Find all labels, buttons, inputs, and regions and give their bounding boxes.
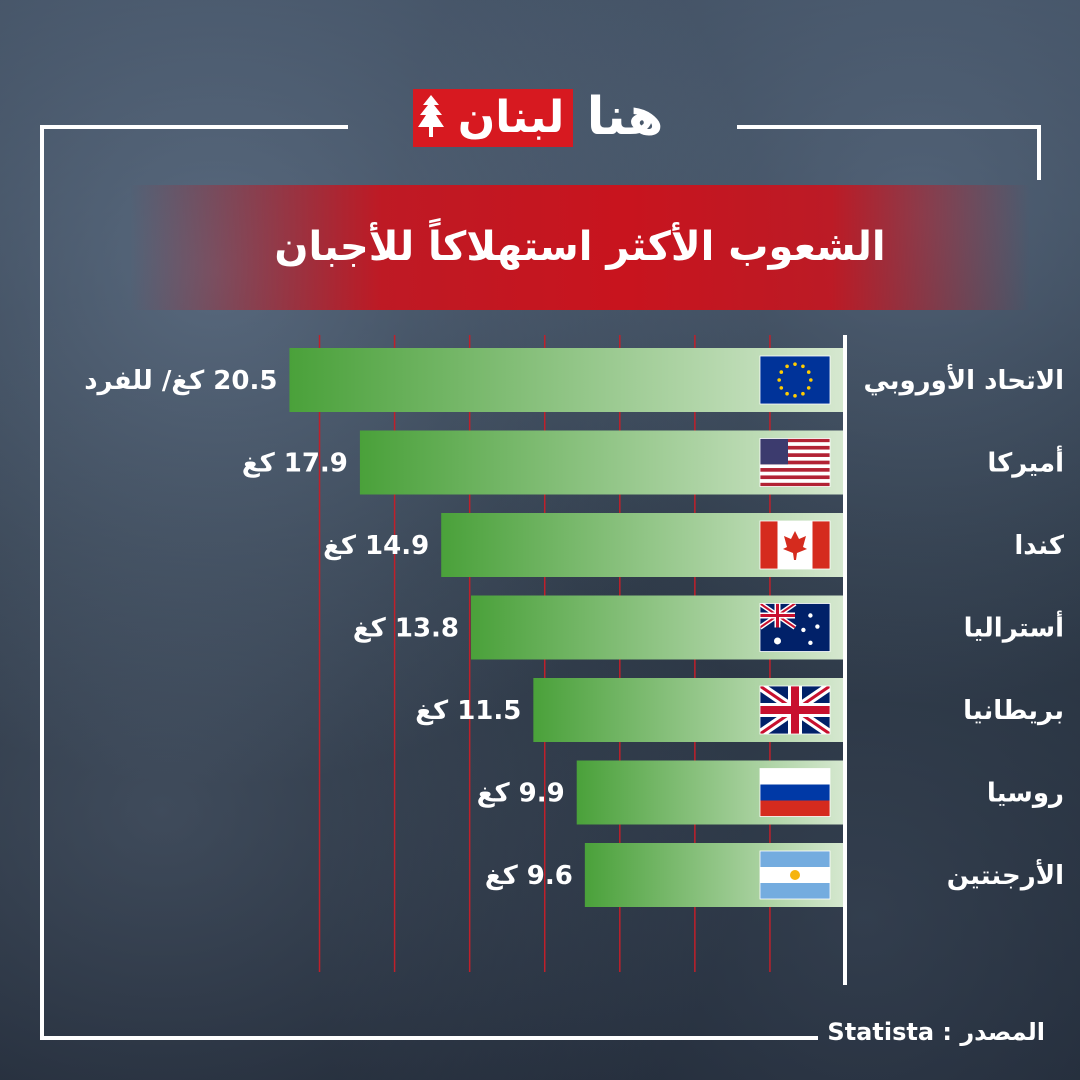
chart-title: الشعوب الأكثر استهلاكاً للأجبان xyxy=(274,224,886,270)
bar-value-label: 17.9 كغ xyxy=(242,449,348,479)
bar-value-label: 20.5 كغ/ للفرد xyxy=(84,366,277,396)
bar-value-label: 13.8 كغ xyxy=(353,614,459,644)
category-label: أميركا xyxy=(987,446,1064,479)
frame-top-right-border xyxy=(737,125,1041,129)
category-label: الاتحاد الأوروبي xyxy=(863,364,1064,396)
bar-value-label: 9.9 كغ xyxy=(477,779,565,809)
category-label: كندا xyxy=(1014,531,1065,561)
logo-text-lebanon: لبنان xyxy=(457,92,565,143)
eu-flag-icon xyxy=(759,355,831,405)
logo-red-block xyxy=(413,89,573,147)
frame-right-border xyxy=(1037,125,1041,180)
australia-flag-icon xyxy=(759,603,831,652)
logo-text-here: هنا xyxy=(586,87,664,147)
category-label: أستراليا xyxy=(964,611,1064,644)
bar-value-label: 11.5 كغ xyxy=(415,696,521,726)
frame-left-border xyxy=(40,125,44,1040)
source-label: المصدر : xyxy=(942,1018,1045,1046)
category-label: بريطانيا xyxy=(963,696,1064,726)
canada-flag-icon xyxy=(759,520,831,570)
category-label: روسيا xyxy=(987,779,1064,809)
usa-flag-icon xyxy=(759,438,831,487)
russia-flag-icon xyxy=(759,768,831,817)
bar-value-label: 14.9 كغ xyxy=(323,531,429,561)
title-banner xyxy=(130,185,1030,310)
source-footer: المصدر : Statista xyxy=(625,1014,1045,1050)
brand-logo: لبنان هنا xyxy=(413,83,675,153)
uk-flag-icon xyxy=(759,685,831,735)
category-label: الأرجنتين xyxy=(947,859,1064,891)
bar-value-label: 9.6 كغ xyxy=(485,861,573,891)
frame-bottom-border xyxy=(40,1036,818,1040)
frame-top-left-border xyxy=(40,125,348,129)
source-name: Statista xyxy=(827,1018,935,1046)
bar xyxy=(289,348,845,412)
argentina-flag-icon xyxy=(759,850,831,900)
cedar-icon xyxy=(418,95,444,137)
